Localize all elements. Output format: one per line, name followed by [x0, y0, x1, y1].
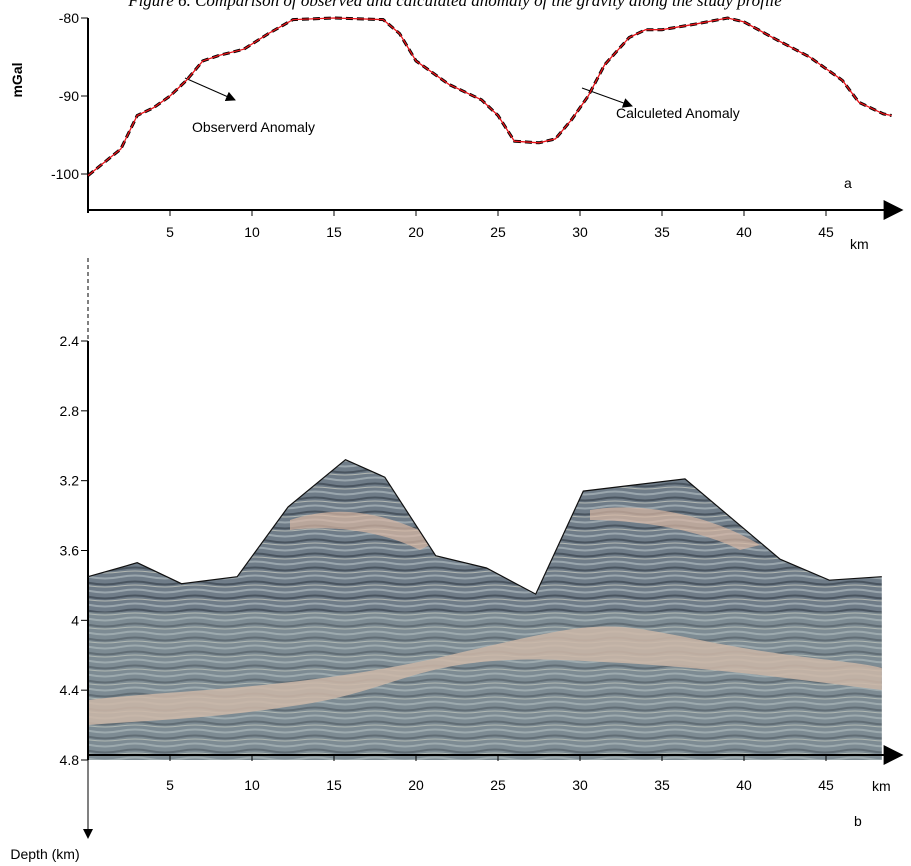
y-tick-label: 3.6: [60, 543, 80, 559]
y-tick-label: -100: [51, 166, 79, 182]
annotation: Calculeted Anomaly: [616, 105, 740, 121]
x-tick-label: 40: [736, 224, 752, 240]
y-tick-label: 3.2: [60, 473, 80, 489]
annotation-arrow: [184, 77, 236, 101]
y-tick-label: 4: [71, 612, 79, 628]
x-tick-label: 5: [166, 777, 174, 793]
y-tick-label: 2.4: [60, 333, 80, 349]
x-tick-label: 35: [654, 777, 670, 793]
y-tick-label: 2.8: [60, 403, 80, 419]
x-tick-label: 40: [736, 777, 752, 793]
y-tick-label: 4.4: [60, 682, 80, 698]
panel-label: a: [844, 175, 852, 191]
x-tick-label: 30: [572, 777, 588, 793]
caption: Figure 6. Comparison of observed and cal…: [127, 0, 782, 10]
anomaly-line: [87, 17, 892, 177]
x-tick-label: 15: [326, 777, 342, 793]
x-tick-label: 10: [244, 777, 260, 793]
x-tick-label: 35: [654, 224, 670, 240]
basement-surface: [87, 459, 882, 595]
anomaly-line: [87, 16, 892, 177]
section-texture: [88, 459, 882, 760]
x-tick-label: 45: [818, 224, 834, 240]
x-tick-label: 20: [408, 777, 424, 793]
y-tick-label: -90: [59, 88, 79, 104]
y-tick-label: -80: [59, 10, 79, 26]
x-axis-label: km: [872, 778, 891, 794]
x-tick-label: 20: [408, 224, 424, 240]
panel-label: b: [854, 813, 862, 829]
x-tick-label: 5: [166, 224, 174, 240]
y-axis-label: Depth (km): [10, 846, 79, 862]
x-tick-label: 30: [572, 224, 588, 240]
annotation: Observerd Anomaly: [192, 119, 315, 135]
x-tick-label: 10: [244, 224, 260, 240]
x-tick-label: 25: [490, 777, 506, 793]
x-tick-label: 15: [326, 224, 342, 240]
x-tick-label: 45: [818, 777, 834, 793]
x-tick-label: 25: [490, 224, 506, 240]
y-axis-label: mGal: [9, 62, 25, 97]
y-tick-label: 4.8: [60, 752, 80, 768]
x-axis-label: km: [850, 236, 869, 252]
